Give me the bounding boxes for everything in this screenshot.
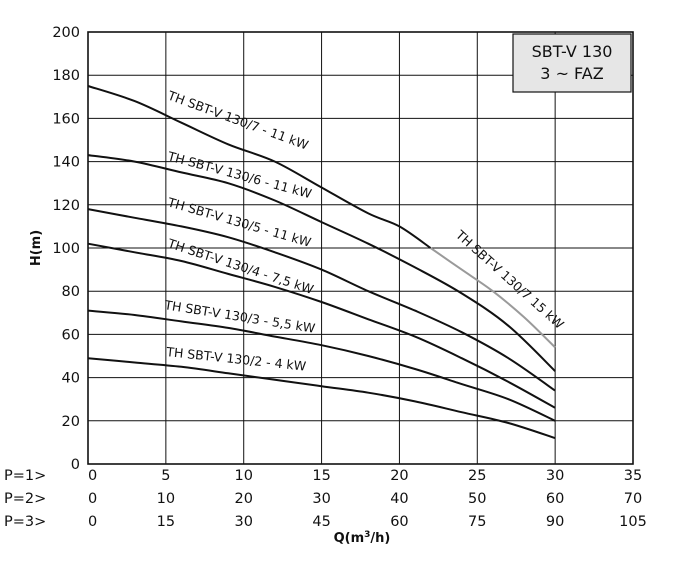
grid-lines [88, 32, 633, 464]
y-tick-label: 0 [71, 457, 80, 473]
x-tick-label: 25 [468, 468, 486, 484]
x-tick-label: 30 [312, 491, 330, 507]
x-tick-label: 75 [468, 514, 486, 530]
x-tick-label: 0 [88, 514, 97, 530]
x-tick-label: 60 [546, 491, 564, 507]
pump-curves [87, 85, 556, 440]
x-axis-label: Q(m3/h) [334, 530, 391, 546]
title-box-line-2: 3 ~ FAZ [540, 64, 603, 83]
series-line [87, 85, 432, 249]
x-tick-label: 30 [546, 468, 564, 484]
curve-label: TH SBT-V 130/7 15 kW [452, 226, 567, 331]
y-tick-label: 60 [62, 327, 80, 343]
title-box: SBT-V 130 3 ~ FAZ [512, 33, 632, 93]
x-tick-label: 15 [157, 514, 175, 530]
y-tick-label: 40 [62, 371, 80, 387]
x-tick-label: 0 [88, 491, 97, 507]
y-axis-label: H(m) [29, 230, 44, 266]
y-tick-label: 160 [52, 111, 80, 127]
x-tick-label: 30 [234, 514, 252, 530]
x-axis-rows: P=1> 0 5 10 15 20 25 30 35 P=2> 0 10 20 30 40 50 60 70 P=3… [4, 468, 647, 530]
curve-label: TH SBT-V 130/7 - 11 kW [165, 87, 310, 152]
x-tick-label: 45 [312, 514, 330, 530]
y-tick-label: 200 [52, 25, 80, 41]
plot-frame [87, 31, 634, 465]
x-tick-label: 35 [624, 468, 642, 484]
curve-label: TH SBT-V 130/2 - 4 kW [165, 344, 307, 374]
series-line [87, 242, 556, 409]
series-line [87, 309, 556, 422]
x-row-label: P=1> [4, 468, 46, 484]
x-tick-label: 50 [468, 491, 486, 507]
x-tick-label: 0 [88, 468, 97, 484]
series-line [430, 247, 556, 349]
y-tick-label: 120 [52, 198, 80, 214]
curve-labels: TH SBT-V 130/7 - 11 kW TH SBT-V 130/7 15 … [163, 87, 567, 373]
y-tick-label: 20 [62, 414, 80, 430]
x-tick-label: 105 [619, 514, 647, 530]
x-tick-label: 20 [234, 491, 252, 507]
series-line [87, 357, 556, 440]
y-tick-label: 100 [52, 241, 80, 257]
y-tick-label: 140 [52, 155, 80, 171]
x-tick-label: 40 [390, 491, 408, 507]
x-row-label: P=2> [4, 491, 46, 507]
x-tick-label: 70 [624, 491, 642, 507]
series-line [87, 154, 556, 372]
y-tick-label: 180 [52, 68, 80, 84]
x-tick-label: 60 [390, 514, 408, 530]
x-tick-label: 10 [157, 491, 175, 507]
series-line [87, 208, 556, 392]
x-tick-label: 90 [546, 514, 564, 530]
x-row-label: P=3> [4, 514, 46, 530]
x-tick-label: 10 [234, 468, 252, 484]
x-tick-label: 20 [390, 468, 408, 484]
x-tick-label: 15 [312, 468, 330, 484]
x-tick-label: 5 [161, 468, 170, 484]
y-tick-label: 80 [62, 284, 80, 300]
y-axis-ticks: 0 20 40 60 80 100 120 140 160 180 200 [52, 25, 80, 473]
title-box-line-1: SBT-V 130 [532, 42, 613, 61]
